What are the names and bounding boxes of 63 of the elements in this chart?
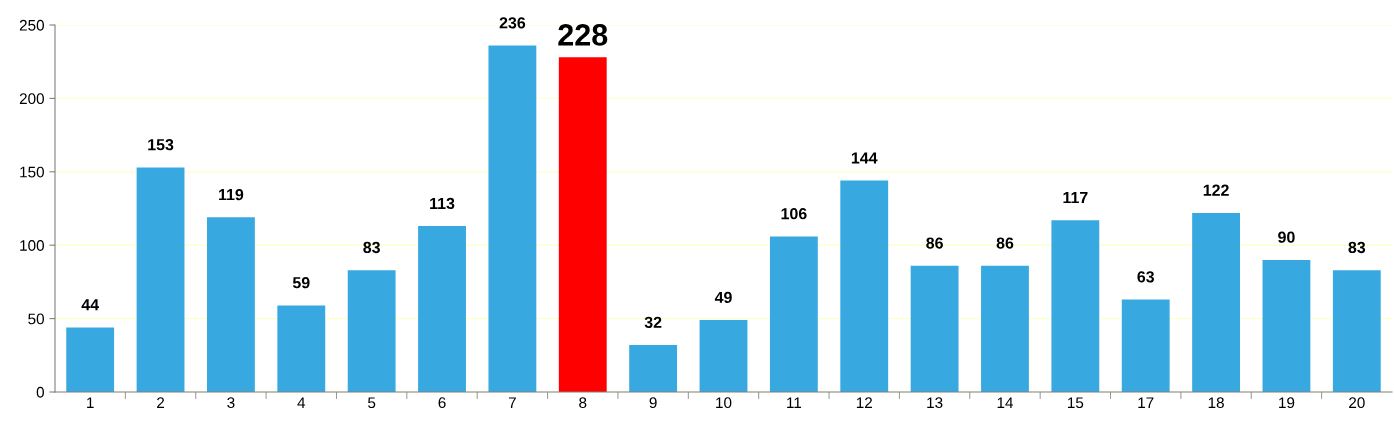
data-label: 122 — [1203, 184, 1229, 196]
x-tick-label: 10 — [716, 397, 732, 409]
y-tick-label: 250 — [19, 19, 44, 31]
bar — [277, 305, 326, 392]
x-tick-label: 20 — [1349, 397, 1365, 409]
data-label: 153 — [148, 139, 174, 151]
bar — [558, 57, 607, 392]
data-label: 86 — [926, 237, 943, 249]
data-label: 63 — [1137, 271, 1155, 283]
bar — [136, 167, 185, 392]
x-tick-label: 11 — [787, 397, 802, 408]
x-tick-label: 4 — [297, 397, 306, 408]
y-tick-label: 50 — [28, 313, 44, 325]
bar — [769, 236, 818, 392]
bar — [910, 265, 959, 392]
x-tick-label: 17 — [1138, 397, 1154, 408]
bar — [66, 327, 115, 392]
x-tick-label: 15 — [1068, 397, 1084, 409]
data-label: 83 — [363, 241, 380, 254]
x-tick-label: 5 — [368, 397, 376, 409]
x-tick-label: 13 — [927, 397, 943, 409]
data-label: 32 — [644, 316, 662, 328]
data-label: 59 — [292, 277, 310, 289]
data-label: 44 — [81, 299, 99, 311]
x-tick-label: 19 — [1279, 397, 1295, 409]
bar — [1332, 270, 1381, 392]
bar — [981, 265, 1029, 392]
x-tick-label: 14 — [997, 397, 1014, 408]
y-tick-label: 150 — [20, 166, 44, 178]
y-tick-label: 200 — [19, 93, 44, 105]
y-tick-label: 100 — [20, 240, 44, 251]
data-label: 90 — [1278, 231, 1295, 243]
bar — [1192, 212, 1240, 392]
x-tick-label: 2 — [157, 397, 165, 408]
x-tick-label: 7 — [508, 397, 516, 408]
bar — [418, 226, 466, 392]
data-label: 113 — [430, 197, 455, 210]
x-tick-label: 9 — [649, 397, 657, 409]
bar — [699, 320, 748, 392]
data-label: 49 — [714, 291, 732, 304]
x-tick-label: 3 — [227, 397, 235, 409]
bar — [1262, 259, 1311, 392]
bar — [207, 217, 255, 392]
data-label: 228 — [558, 24, 608, 46]
data-label: 117 — [1063, 192, 1088, 204]
y-tick-label: 0 — [36, 386, 44, 398]
x-tick-label: 1 — [87, 397, 94, 408]
x-tick-label: 8 — [579, 397, 587, 409]
x-tick-label: 6 — [438, 397, 446, 409]
x-tick-label: 18 — [1208, 397, 1224, 409]
bar — [1121, 299, 1170, 392]
bar — [840, 180, 889, 392]
bar — [1051, 220, 1100, 392]
data-label: 236 — [499, 17, 526, 29]
x-tick-label: 12 — [856, 397, 872, 408]
bar — [347, 270, 396, 392]
data-label: 83 — [1348, 241, 1366, 254]
data-label: 86 — [996, 237, 1014, 249]
data-label: 144 — [851, 152, 878, 164]
bar — [488, 45, 537, 392]
data-label: 119 — [219, 188, 244, 201]
data-label: 106 — [781, 208, 807, 220]
bar — [629, 345, 678, 392]
